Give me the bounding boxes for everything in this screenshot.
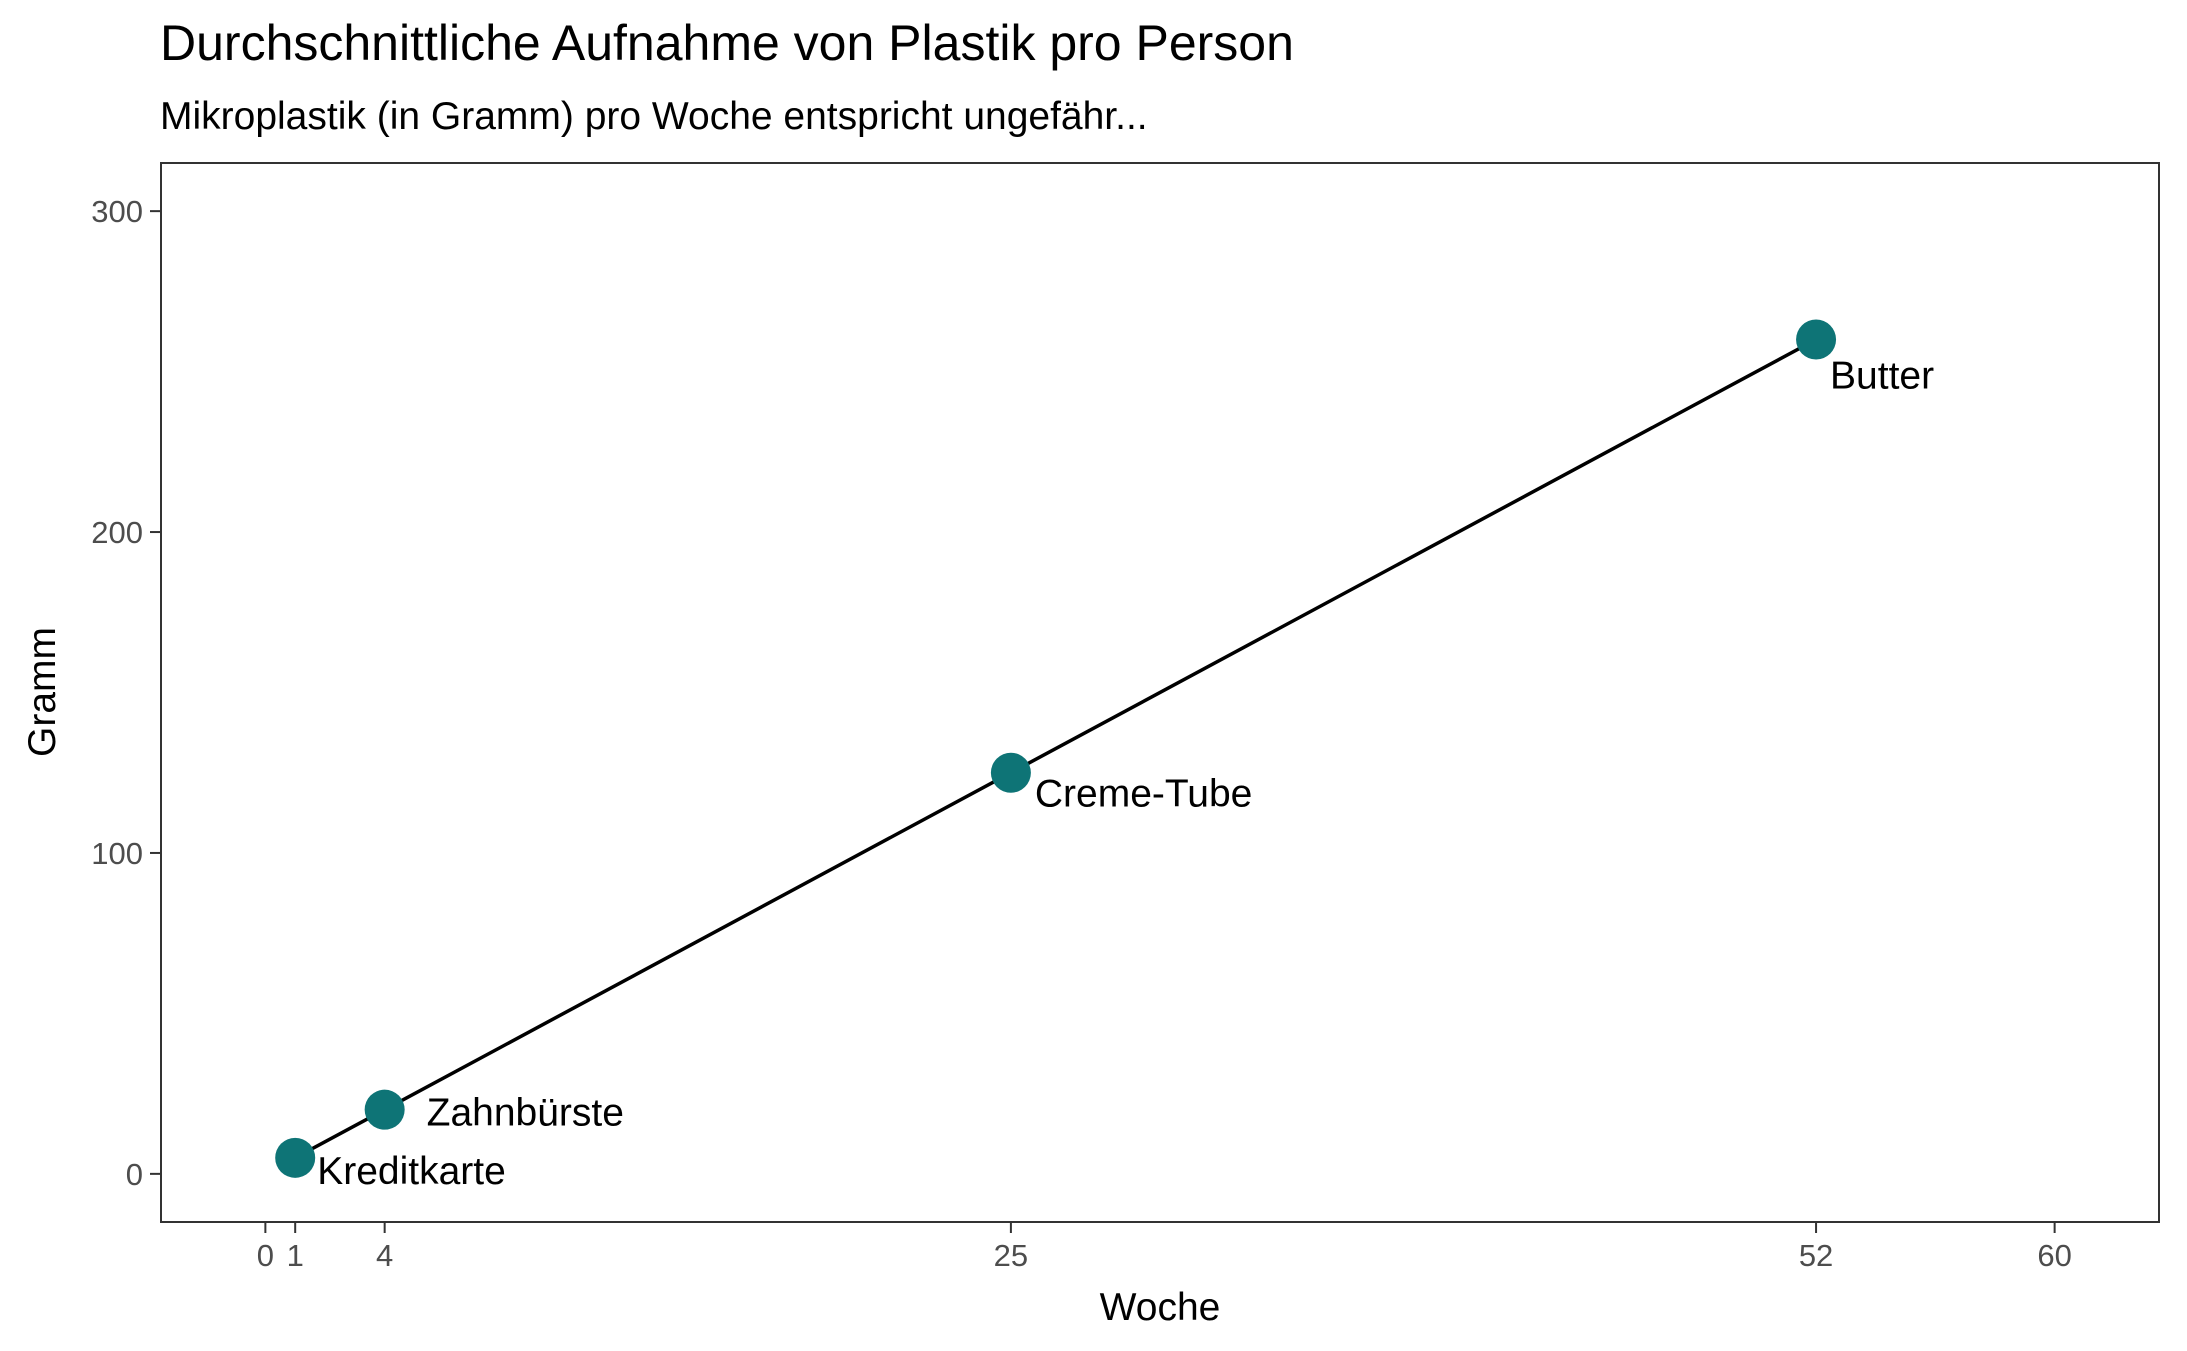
- data-label: Creme-Tube: [1035, 773, 1252, 816]
- chart-title: Durchschnittliche Aufnahme von Plastik p…: [160, 15, 1294, 71]
- y-tick-label: 300: [91, 194, 143, 229]
- data-points: [275, 319, 1837, 1178]
- data-point: [364, 1089, 405, 1130]
- x-tick-label: 60: [2037, 1238, 2071, 1273]
- y-axis: 0 100 200 300: [91, 194, 161, 1192]
- data-point: [1796, 319, 1837, 360]
- x-tick-label: 25: [994, 1238, 1028, 1273]
- chart-subtitle: Mikroplastik (in Gramm) pro Woche entspr…: [160, 95, 1148, 138]
- y-tick-label: 200: [91, 515, 143, 550]
- y-axis-title: Gramm: [21, 627, 64, 757]
- x-tick-label: 1: [287, 1238, 304, 1273]
- y-tick-label: 0: [126, 1157, 143, 1192]
- data-label: Butter: [1830, 355, 1934, 398]
- x-axis-title: Woche: [1100, 1286, 1221, 1329]
- x-tick-label: 52: [1799, 1238, 1833, 1273]
- data-label: Zahnbürste: [427, 1092, 624, 1135]
- y-tick-label: 100: [91, 836, 143, 871]
- data-point: [275, 1137, 316, 1178]
- data-point: [990, 752, 1031, 793]
- x-axis: 0 1 4 25 52 60: [257, 1222, 2072, 1273]
- plot-panel: [160, 162, 2160, 1223]
- x-tick-label: 0: [257, 1238, 274, 1273]
- series-line: [294, 337, 1817, 1160]
- x-tick-label: 4: [376, 1238, 393, 1273]
- data-label: Kreditkarte: [317, 1150, 506, 1193]
- data-labels: Kreditkarte Zahnbürste Creme-Tube Butter: [317, 355, 1934, 1193]
